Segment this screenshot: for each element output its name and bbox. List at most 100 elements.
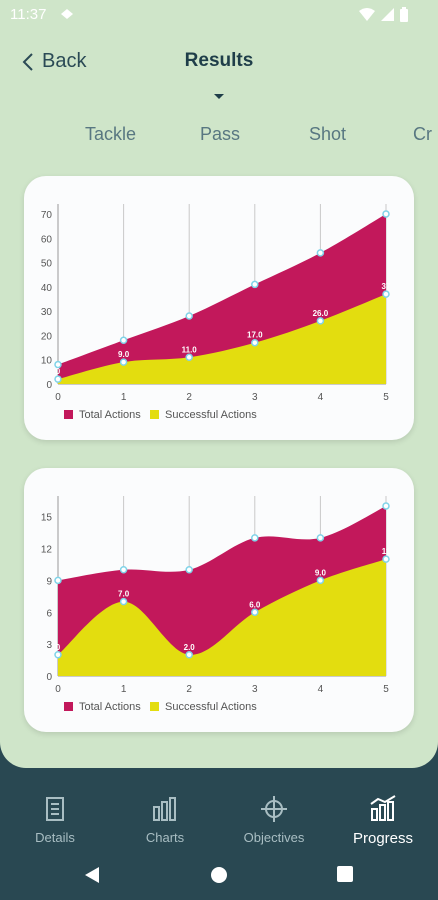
point-series-0-4 — [316, 534, 325, 542]
legend-swatch-1 — [150, 702, 159, 711]
y-tick-label-5: 50 — [41, 259, 53, 270]
back-triangle-icon[interactable] — [84, 866, 100, 884]
point-series-0-3 — [251, 534, 259, 542]
nav-details-label: Details — [35, 830, 75, 845]
point-series-1-0 — [54, 651, 62, 659]
point-series-0-0 — [54, 576, 62, 585]
document-icon — [46, 797, 64, 821]
y-tick-label-0: 0 — [46, 672, 52, 683]
data-label-2: 2.0 — [184, 643, 196, 652]
legend-label-0: Total Actions — [79, 409, 141, 421]
x-tick-label-4: 4 — [318, 392, 324, 403]
tab-tackle[interactable]: Tackle — [85, 124, 137, 144]
data-label-4: 26.0 — [313, 309, 329, 318]
data-label-3: 6.0 — [249, 600, 261, 609]
tab-pass[interactable]: Pass — [200, 124, 241, 144]
battery-icon — [400, 7, 408, 22]
notification-icon — [61, 9, 73, 19]
tab-shot[interactable]: Shot — [309, 124, 347, 144]
y-tick-label-3: 30 — [41, 307, 53, 318]
x-tick-label-1: 1 — [121, 392, 127, 403]
x-tick-label-5: 5 — [383, 392, 389, 403]
bar-chart-icon — [153, 797, 176, 821]
dropdown-caret-icon[interactable] — [214, 94, 224, 99]
nav-objectives[interactable]: Objectives — [219, 794, 329, 845]
signal-icon — [381, 8, 394, 21]
point-series-1-1 — [119, 358, 128, 366]
point-series-0-2 — [185, 566, 193, 574]
status-bar: 11:37 — [0, 0, 438, 30]
status-time: 11:37 — [10, 6, 47, 23]
point-series-0-3 — [251, 280, 259, 289]
y-tick-label-5: 15 — [41, 513, 53, 524]
x-tick-label-5: 5 — [383, 684, 389, 695]
crosshair-icon — [261, 796, 287, 822]
nav-details[interactable]: Details — [0, 794, 110, 845]
y-tick-label-4: 12 — [41, 545, 53, 556]
bottom-nav: Details Charts Objectives Progress — [0, 780, 438, 852]
data-label-5: 37 — [382, 282, 391, 291]
chevron-left-icon — [22, 52, 33, 71]
progress-chart-icon — [370, 795, 396, 821]
legend-label-1: Successful Actions — [165, 409, 257, 421]
legend-swatch-0 — [64, 410, 73, 419]
point-series-0-2 — [185, 312, 193, 320]
y-tick-label-6: 60 — [41, 234, 53, 245]
home-circle-icon[interactable] — [210, 866, 228, 884]
data-label-5: 11 — [382, 547, 391, 556]
legend-swatch-0 — [64, 702, 73, 711]
x-tick-label-1: 1 — [121, 684, 127, 695]
point-series-1-5 — [382, 290, 390, 298]
legend-label-0: Total Actions — [79, 701, 141, 713]
point-series-0-0 — [54, 360, 62, 369]
data-label-1: 7.0 — [118, 590, 130, 599]
y-tick-label-1: 3 — [46, 640, 52, 651]
page-title: Results — [184, 50, 254, 71]
nav-objectives-label: Objectives — [243, 830, 305, 845]
tab-cr[interactable]: Cr — [413, 124, 432, 144]
x-tick-label-3: 3 — [252, 392, 258, 403]
data-label-4: 9.0 — [315, 568, 327, 577]
point-series-0-5 — [382, 502, 390, 510]
y-tick-label-1: 10 — [41, 356, 53, 367]
nav-charts[interactable]: Charts — [110, 794, 220, 845]
data-label-2: 11.0 — [182, 345, 198, 354]
point-series-0-1 — [119, 566, 128, 574]
point-series-1-0 — [54, 375, 62, 383]
data-label-3: 17.0 — [247, 331, 263, 340]
y-tick-label-2: 20 — [41, 331, 53, 342]
point-series-0-1 — [119, 336, 128, 345]
nav-progress[interactable]: Progress — [328, 794, 438, 847]
y-tick-label-7: 70 — [41, 210, 53, 221]
x-tick-label-0: 0 — [55, 392, 61, 403]
point-series-1-2 — [185, 651, 193, 659]
point-series-1-5 — [382, 555, 390, 563]
point-series-0-5 — [382, 210, 390, 218]
back-button[interactable]: Back — [22, 50, 86, 73]
chart-card-1: 0 9.0 11.0 17.0 26.0 37 0 10 20 30 40 50 60 70 0 1 2 3 4 5 T… — [24, 176, 414, 440]
recents-square-icon[interactable] — [337, 866, 353, 882]
point-series-1-4 — [316, 317, 325, 325]
area-series-1 — [58, 294, 386, 384]
point-series-1-3 — [251, 338, 259, 347]
back-label: Back — [42, 50, 87, 72]
legend-label-1: Successful Actions — [165, 701, 257, 713]
system-nav — [0, 852, 438, 900]
point-series-1-1 — [119, 597, 128, 606]
point-series-1-3 — [251, 608, 259, 616]
y-tick-label-3: 9 — [46, 576, 52, 587]
x-tick-label-0: 0 — [55, 684, 61, 695]
x-tick-label-2: 2 — [186, 684, 192, 695]
x-tick-label-2: 2 — [186, 392, 192, 403]
app-surface: Back Results Tackle Pass Shot Cr 0 9.0 11.… — [0, 30, 438, 768]
status-icons — [359, 7, 408, 22]
x-tick-label-4: 4 — [318, 684, 324, 695]
y-tick-label-0: 0 — [46, 380, 52, 391]
y-tick-label-4: 40 — [41, 283, 53, 294]
data-label-0: 0 — [56, 367, 61, 376]
tab-bar: Tackle Pass Shot Cr — [0, 124, 438, 148]
y-tick-label-2: 6 — [46, 608, 52, 619]
data-label-1: 9.0 — [118, 350, 130, 359]
area-series-1 — [58, 559, 386, 676]
